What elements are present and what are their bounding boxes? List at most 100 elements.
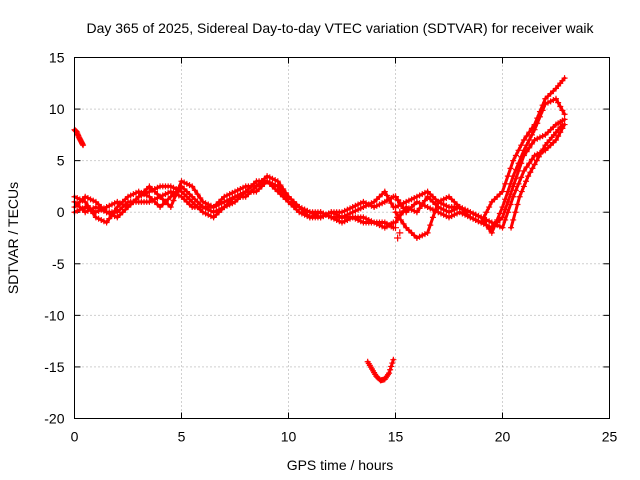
data-point (416, 205, 423, 212)
data-point (352, 207, 359, 214)
data-point (456, 204, 463, 211)
data-point (256, 182, 263, 189)
data-point (154, 184, 161, 191)
data-point (114, 198, 121, 205)
data-point (486, 204, 493, 211)
data-point (386, 370, 393, 377)
data-point (293, 202, 300, 209)
data-point (320, 210, 327, 217)
data-point (84, 195, 91, 202)
y-tick-label: -20 (44, 411, 64, 427)
data-point (553, 137, 559, 144)
data-point (440, 211, 447, 218)
data-point (416, 233, 423, 240)
data-point (344, 216, 351, 223)
data-point (223, 197, 230, 204)
data-point (379, 200, 386, 207)
data-point (167, 183, 174, 190)
data-point (355, 201, 362, 208)
data-point (296, 204, 303, 211)
data-point (352, 215, 359, 222)
data-point (116, 200, 123, 207)
data-point (523, 178, 530, 185)
data-point (437, 210, 444, 217)
data-point (82, 193, 89, 200)
data-point (443, 202, 450, 209)
data-point (515, 167, 522, 174)
data-point (499, 224, 506, 231)
data-point (464, 213, 471, 220)
data-point (499, 188, 506, 195)
data-point (388, 200, 395, 207)
data-point (526, 144, 533, 151)
data-point (491, 220, 498, 227)
data-point (360, 198, 367, 205)
data-point (357, 200, 364, 207)
series-dip-segment (364, 356, 397, 384)
data-point (534, 120, 541, 127)
data-point (561, 111, 568, 118)
data-point (344, 211, 351, 218)
data-point (531, 126, 538, 133)
data-point (419, 232, 426, 239)
data-point (483, 222, 490, 229)
data-point (400, 205, 407, 212)
data-point (472, 211, 479, 218)
data-point (396, 208, 404, 216)
y-tick-label: 5 (57, 153, 65, 169)
data-point (427, 222, 434, 229)
data-point (408, 196, 415, 203)
data-point (218, 200, 225, 207)
data-point (74, 195, 81, 202)
data-point (413, 198, 420, 205)
data-point (424, 204, 431, 211)
data-point (459, 205, 466, 212)
y-tick-label: -5 (52, 256, 65, 272)
data-point (559, 107, 566, 114)
data-point (550, 97, 557, 104)
data-point (544, 99, 551, 106)
data-point (76, 196, 83, 203)
data-point (429, 214, 436, 221)
data-point (80, 142, 87, 149)
data-point (103, 204, 110, 211)
y-tick-label: 15 (49, 50, 65, 66)
plot-frame (74, 57, 610, 419)
data-point (162, 191, 169, 198)
data-point (437, 197, 444, 204)
data-point (175, 192, 182, 199)
data-point (100, 207, 107, 214)
data-point (411, 207, 418, 214)
data-point (531, 152, 538, 159)
data-point (514, 201, 521, 208)
data-point (470, 215, 477, 222)
data-point (523, 133, 530, 140)
data-point (520, 167, 527, 174)
data-point (90, 197, 97, 204)
series-layer (71, 75, 568, 384)
data-point (234, 187, 241, 194)
data-point (464, 207, 471, 214)
data-point (360, 204, 367, 211)
data-point (459, 210, 466, 217)
data-point (92, 214, 99, 221)
data-point (555, 99, 562, 106)
data-point (205, 211, 212, 218)
data-point (165, 189, 172, 196)
data-point (504, 173, 511, 180)
data-point (304, 207, 311, 214)
data-point (264, 173, 271, 180)
x-tick-label: 25 (602, 429, 618, 445)
data-point (448, 207, 455, 214)
data-point (475, 218, 482, 225)
data-point (488, 219, 495, 226)
data-point (317, 214, 324, 221)
data-point (539, 133, 546, 140)
data-point (520, 183, 527, 190)
data-point (424, 229, 431, 236)
data-point (226, 196, 233, 203)
data-point (339, 219, 345, 226)
data-point (413, 235, 420, 241)
data-point (344, 206, 351, 213)
x-tick-label: 5 (178, 429, 186, 445)
